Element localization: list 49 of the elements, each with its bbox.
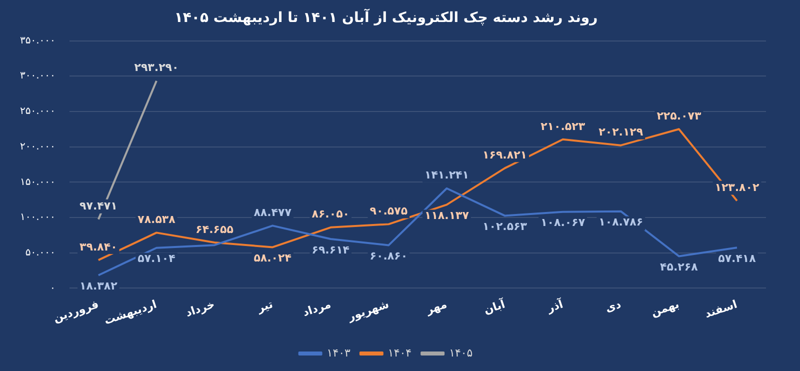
data-label: ۱۰۲.۵۶۳	[482, 220, 528, 234]
x-tick-label: فروردین	[52, 298, 100, 325]
data-label: ۱۸.۳۸۲	[80, 280, 118, 293]
data-label: ۶۴.۶۵۵	[196, 222, 234, 236]
data-label: ۸۸.۴۷۷	[254, 206, 292, 220]
legend-label: ۱۴۰۳	[326, 346, 351, 360]
data-label: ۲۹۳.۲۹۰	[134, 61, 179, 74]
x-tick-label: مهر	[424, 298, 449, 317]
y-tick-label: ۱۰۰.۰۰۰	[20, 212, 56, 224]
data-label: ۲۱۰.۵۲۳	[540, 120, 586, 133]
x-tick-label: آبان	[482, 296, 507, 317]
x-tick-label: تیر	[254, 298, 274, 316]
y-tick-label: ۳۰۰.۰۰۰	[20, 70, 56, 82]
legend-label: ۱۴۰۴	[388, 346, 412, 360]
data-label: ۶۰.۸۶۰	[370, 250, 408, 263]
x-tick-label: خرداد	[184, 298, 216, 320]
data-label: ۱۰۸.۷۸۶	[598, 216, 644, 229]
x-tick-label: شهریور	[345, 298, 391, 324]
data-label: ۶۹.۶۱۴	[312, 243, 350, 256]
x-tick-label: آذر	[544, 296, 565, 316]
legend-label: ۱۴۰۵	[449, 346, 473, 360]
data-label: ۱۴۱.۲۴۱	[424, 168, 469, 182]
data-label: ۱۱۸.۱۳۷	[424, 209, 470, 222]
x-tick-label: اسفند	[703, 298, 739, 321]
data-label: ۲۰۲.۱۲۹	[598, 126, 644, 139]
data-label: ۸۶.۰۵۰	[312, 208, 350, 221]
y-tick-label: ۲۰۰.۰۰۰	[20, 141, 56, 152]
data-label: ۵۷.۴۱۸	[718, 252, 756, 265]
y-tick-label: ۵۰.۰۰۰	[25, 247, 56, 258]
data-label: ۹۷.۴۷۱	[80, 200, 118, 213]
x-tick-label: مرداد	[301, 298, 332, 320]
data-label: ۲۲۵.۰۷۳	[656, 109, 702, 122]
x-tick-label: دی	[604, 298, 624, 316]
data-label: ۳۹.۸۴۰	[80, 240, 118, 254]
data-label: ۴۵.۲۶۸	[660, 260, 698, 274]
x-tick-label: اردیبهشت	[102, 298, 158, 328]
y-tick-label: ۱۵۰.۰۰۰	[20, 176, 56, 188]
y-tick-label: ۳۵۰.۰۰۰	[20, 35, 56, 46]
data-label: ۵۸.۰۲۴	[254, 252, 292, 265]
y-tick-label: ۲۵۰.۰۰۰	[20, 106, 56, 118]
data-label: ۵۷.۱۰۴	[138, 252, 176, 266]
x-tick-label: بهمن	[649, 298, 681, 320]
chart-title: روند رشد دسته چک الکترونیک از آبان ۱۴۰۱ تا اردیبهشت ۱۴۰۵	[174, 8, 598, 26]
data-label: ۱۲۳.۸۰۲	[714, 181, 760, 194]
data-label: ۱۰۸.۰۶۷	[540, 216, 586, 230]
data-label: ۹۰.۵۷۵	[370, 204, 408, 218]
data-label: ۷۸.۵۳۸	[138, 213, 176, 226]
data-label: ۱۶۹.۸۲۱	[482, 148, 528, 162]
y-tick-label: ۰	[50, 282, 56, 294]
